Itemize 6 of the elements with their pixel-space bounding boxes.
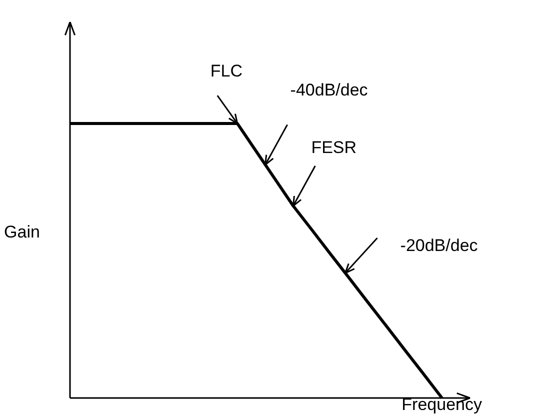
text: -40dB/dec bbox=[290, 80, 368, 100]
text: FLC bbox=[210, 62, 243, 81]
annotation: -20dB/dec bbox=[400, 236, 478, 256]
y-axis-title: Gain bbox=[4, 222, 40, 242]
x-axis-title: Frequency bbox=[402, 395, 482, 414]
annotation: FESR bbox=[311, 138, 357, 157]
